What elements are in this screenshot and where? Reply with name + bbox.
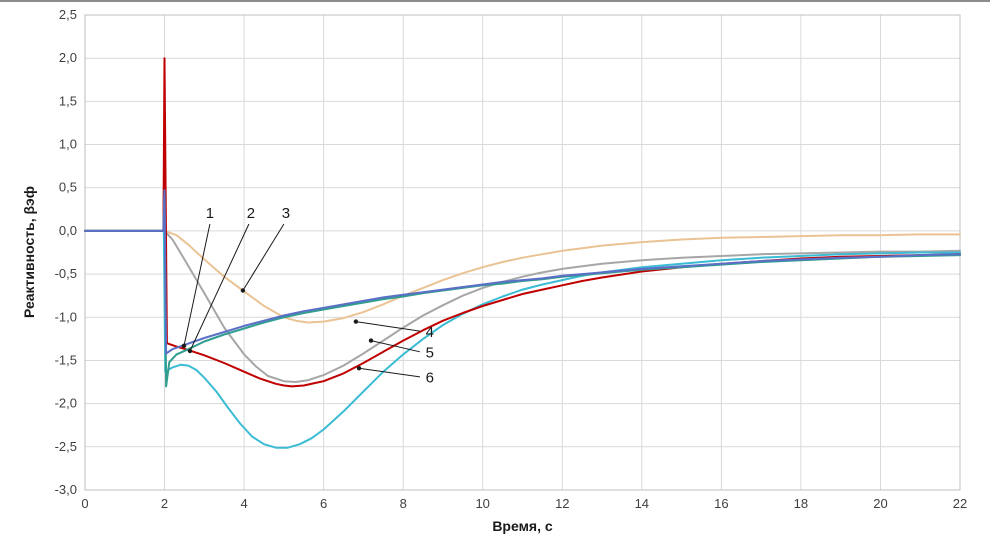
y-tick-label: 2,5 [59,7,77,22]
annotation-label-1: 1 [206,205,214,222]
annotation-leader-2 [189,223,250,352]
y-tick-label: -1,0 [55,309,77,324]
annotation-label-4: 4 [426,324,434,341]
annotation-dot-1 [181,343,187,348]
y-tick-label: 2,0 [59,50,77,65]
series-line-3 [84,229,961,324]
x-tick-label: 8 [400,496,407,511]
annotation-leader-3 [242,223,285,291]
y-tick-label: 0,0 [59,223,77,238]
x-tick-label: 14 [635,496,649,511]
annotation-dot-5 [368,338,374,343]
x-tick-label: 20 [873,496,887,511]
annotation-dot-4 [353,319,359,324]
annotation-label-2: 2 [247,205,255,222]
annotation-label-6: 6 [426,370,434,387]
annotation-dot-6 [356,366,362,371]
annotation-label-5: 5 [426,345,434,362]
annotation-leader-6 [358,367,420,378]
x-tick-label: 0 [81,496,88,511]
annotation-leader-1 [183,223,211,346]
y-tick-label: -2,0 [55,396,77,411]
x-tick-label: 2 [161,496,168,511]
x-tick-label: 16 [714,496,728,511]
x-tick-label: 4 [240,496,247,511]
y-axis-title-wrap: Реактивность, βэф [14,15,44,490]
x-tick-label: 18 [794,496,808,511]
y-tick-label: 1,5 [59,93,77,108]
y-tick-label: 0,5 [59,180,77,195]
top-divider [0,0,990,2]
series-line-4 [84,229,961,383]
y-tick-label: -0,5 [55,266,77,281]
x-tick-label: 6 [320,496,327,511]
annotation-dot-3 [240,288,246,293]
x-tick-label: 10 [475,496,489,511]
annotation-label-3: 3 [282,205,290,222]
y-tick-label: -1,5 [55,353,77,368]
y-tick-label: 1,0 [59,137,77,152]
series-line-6 [84,229,961,449]
annotation-dot-2 [187,348,193,354]
series-line-1 [84,189,961,355]
y-tick-label: -2,5 [55,439,77,454]
x-tick-label: 12 [555,496,569,511]
y-axis-title: Реактивность, βэф [21,186,37,319]
x-tick-label: 22 [953,496,967,511]
y-tick-label: -3,0 [55,482,77,497]
annotation-leader-5 [370,340,421,353]
annotation-leader-4 [355,321,420,332]
x-axis-title: Время, с [492,518,553,534]
